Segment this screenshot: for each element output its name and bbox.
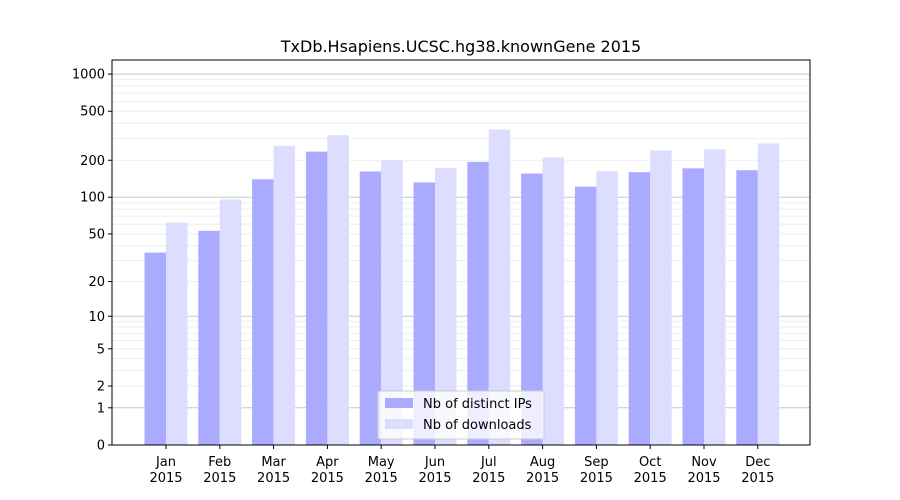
bar-downloads	[381, 160, 403, 445]
bar-downloads	[166, 222, 188, 445]
y-tick-label: 0	[97, 439, 105, 454]
x-tick-label-year: 2015	[687, 471, 720, 486]
x-tick-label-month: Mar	[261, 455, 286, 470]
x-tick-label-year: 2015	[203, 471, 236, 486]
bar-downloads	[273, 145, 296, 445]
x-tick-label-year: 2015	[149, 471, 182, 486]
y-tick-label: 200	[80, 154, 105, 169]
y-tick-label: 50	[88, 227, 105, 242]
bar-distinct-ips	[413, 182, 435, 446]
x-tick-label-month: Sep	[584, 455, 609, 470]
x-tick-label-year: 2015	[634, 471, 667, 486]
bar-downloads	[435, 168, 457, 445]
bar-downloads	[542, 157, 565, 445]
y-tick-label: 10	[88, 310, 105, 325]
legend: Nb of distinct IPs Nb of downloads	[377, 390, 545, 440]
bar-distinct-ips	[574, 186, 597, 445]
bar-downloads	[488, 129, 511, 445]
x-tick-label-year: 2015	[526, 471, 559, 486]
bar-distinct-ips	[628, 172, 651, 446]
bar-distinct-ips	[198, 230, 220, 445]
x-tick-label-year: 2015	[365, 471, 398, 486]
x-tick-label-year: 2015	[580, 471, 613, 486]
legend-label-downloads: Nb of downloads	[423, 418, 532, 433]
bar-downloads	[596, 171, 618, 446]
bar-distinct-ips	[467, 161, 489, 445]
bars	[144, 129, 780, 446]
plot-frame	[111, 59, 811, 446]
legend-label-distinct-ips: Nb of distinct IPs	[423, 397, 532, 412]
y-tick-label: 1	[97, 401, 105, 416]
bar-distinct-ips	[305, 151, 328, 445]
legend-box	[377, 390, 545, 440]
x-tick-label-month: Jan	[155, 455, 176, 470]
x-tick-label-year: 2015	[311, 471, 344, 486]
x-tick-label-month: Oct	[639, 455, 661, 470]
bar-distinct-ips	[144, 252, 166, 445]
x-tick-label-month: Dec	[745, 455, 770, 470]
x-tick-label-year: 2015	[257, 471, 290, 486]
x-tick-label-month: May	[368, 455, 395, 470]
x-tick-label-month: Nov	[691, 455, 717, 470]
y-tick-label: 500	[80, 105, 105, 120]
y-tick-label: 1000	[72, 68, 105, 83]
y-tick-label: 20	[88, 275, 105, 290]
x-tick-label-year: 2015	[472, 471, 505, 486]
x-tick-label-year: 2015	[418, 471, 451, 486]
x-tick-label-month: Jun	[424, 455, 445, 470]
bar-distinct-ips	[521, 173, 543, 445]
y-tick-label: 2	[97, 380, 105, 395]
y-tick-label: 100	[80, 191, 105, 206]
y-axis: 0 1 2 5 10 20 50 100 200 500 1000	[72, 68, 112, 454]
y-tick-label: 5	[97, 342, 105, 357]
legend-swatch-downloads	[385, 419, 413, 429]
bar-downloads	[757, 143, 780, 445]
bar-distinct-ips	[682, 168, 704, 445]
bar-downloads	[704, 149, 726, 446]
bar-downloads	[219, 199, 242, 445]
bar-downloads	[650, 150, 672, 445]
x-tick-label-month: Feb	[208, 455, 231, 470]
bar-downloads	[327, 135, 349, 445]
x-tick-label-month: Jul	[480, 455, 497, 470]
x-tick-label-year: 2015	[741, 471, 774, 486]
bar-distinct-ips	[252, 179, 274, 445]
x-axis: Jan2015Feb2015Mar2015Apr2015May2015Jun20…	[149, 445, 774, 486]
x-tick-label-month: Apr	[316, 455, 339, 470]
bar-distinct-ips	[736, 170, 758, 445]
x-tick-label-month: Aug	[530, 455, 555, 470]
bar-distinct-ips	[359, 171, 382, 445]
legend-swatch-distinct-ips	[385, 398, 413, 408]
chart-title: TxDb.Hsapiens.UCSC.hg38.knownGene 2015	[280, 37, 641, 56]
